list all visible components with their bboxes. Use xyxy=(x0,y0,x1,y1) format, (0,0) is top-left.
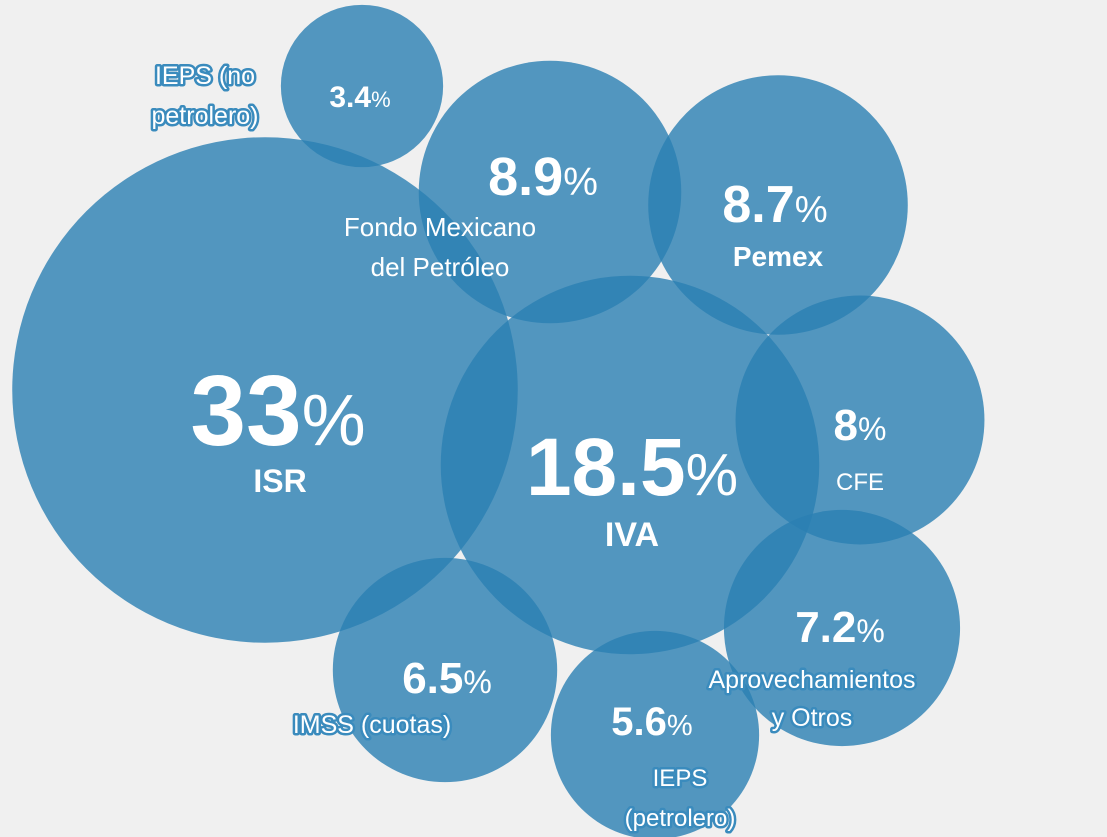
category-label: Aprovechamientos y Otros xyxy=(708,666,915,732)
value-unit: % xyxy=(371,87,391,112)
value-unit: % xyxy=(563,161,598,204)
bubble xyxy=(648,75,908,335)
value-number: 33 xyxy=(190,355,301,467)
value-label: 8.7% xyxy=(722,176,827,234)
value-unit: % xyxy=(463,664,491,700)
value-number: 18.5 xyxy=(526,422,686,513)
category-line: (petrolero) xyxy=(625,805,736,832)
value-number: 8 xyxy=(834,401,858,450)
value-label: 3.4% xyxy=(329,81,390,114)
category-line: IMSS (cuotas) xyxy=(293,711,451,739)
bubble xyxy=(332,557,558,783)
value-unit: % xyxy=(302,381,366,461)
category-line: ISR xyxy=(253,463,306,499)
value-unit: % xyxy=(856,613,884,649)
value-number: 7.2 xyxy=(795,603,856,652)
category-line: IEPS (no xyxy=(155,62,255,90)
category-line: IVA xyxy=(605,516,659,554)
category-line: Fondo Mexicano xyxy=(344,212,536,242)
bubble xyxy=(12,137,518,643)
value-unit: % xyxy=(667,710,693,742)
value-number: 8.9 xyxy=(488,147,563,207)
value-unit: % xyxy=(686,442,738,508)
value-label: 18.5% xyxy=(526,422,738,513)
category-line: del Petróleo xyxy=(371,252,510,282)
category-label: IEPS (petrolero) xyxy=(625,765,736,832)
bubble xyxy=(440,275,820,655)
bubble xyxy=(723,509,961,747)
value-number: 5.6 xyxy=(611,700,667,744)
value-number: 6.5 xyxy=(402,654,463,703)
value-label: 5.6% xyxy=(611,700,692,744)
category-label: IVA xyxy=(605,516,659,554)
category-line: CFE xyxy=(836,469,884,496)
category-label: Pemex xyxy=(733,241,824,272)
value-unit: % xyxy=(795,189,828,230)
category-line: Pemex xyxy=(733,241,824,272)
category-line: IEPS xyxy=(653,765,708,792)
bubble xyxy=(418,60,682,324)
category-line: petrolero) xyxy=(152,102,259,130)
value-label: 8.9% xyxy=(488,147,598,207)
value-label: 33% xyxy=(190,355,365,467)
value-label: 8% xyxy=(834,401,887,450)
value-number: 3.4 xyxy=(329,81,371,114)
category-line: Aprovechamientos xyxy=(708,666,915,694)
category-label: CFE xyxy=(836,469,884,496)
bubble xyxy=(735,295,985,545)
value-label: 6.5% xyxy=(402,654,492,703)
category-label: ISR xyxy=(253,463,306,499)
bubble xyxy=(280,4,444,168)
value-number: 8.7 xyxy=(722,176,794,234)
bubble xyxy=(550,630,760,837)
value-unit: % xyxy=(858,411,886,447)
value-label: 7.2% xyxy=(795,603,885,652)
category-label: IEPS (no petrolero) xyxy=(152,62,259,130)
category-label: IMSS (cuotas) xyxy=(293,711,451,739)
category-line: y Otros xyxy=(772,704,853,732)
category-label: Fondo Mexicano del Petróleo xyxy=(344,212,536,282)
